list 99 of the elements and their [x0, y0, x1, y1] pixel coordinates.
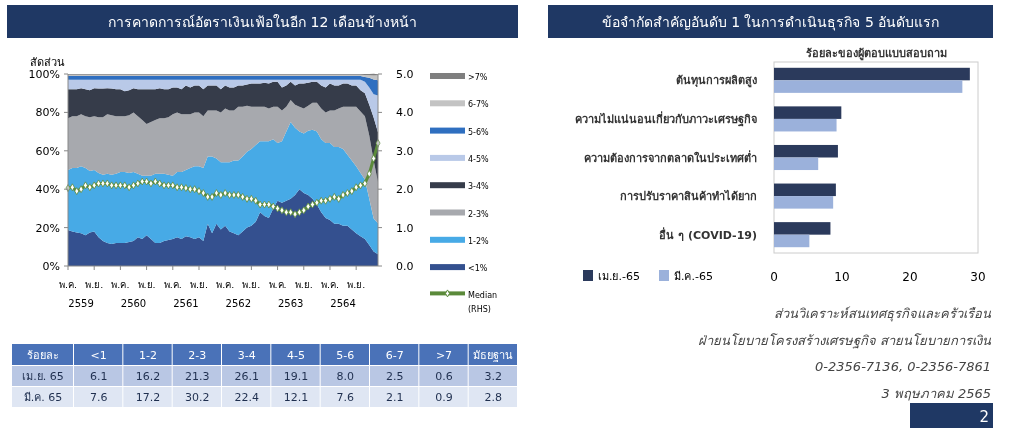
x-tick-label: >7: [435, 349, 453, 362]
y-tick-label: 100%: [28, 68, 60, 81]
data-label: 17.2: [135, 391, 161, 404]
y-tick-label: การปรับราคาสินค้าทำได้ยาก: [620, 189, 757, 204]
text: 2564: [330, 298, 356, 309]
y2-tick-label: 5.0: [396, 68, 414, 81]
legend-label: >7%: [468, 73, 488, 82]
legend-label: 4-5%: [468, 154, 490, 164]
y-tick-label: ความต้องการจากตลาดในประเทศต่ำ: [584, 149, 757, 165]
data-label: 2.5: [385, 370, 404, 383]
x-tick-label: พ.ค.: [58, 279, 78, 290]
x-tick-label: พ.ย.: [137, 279, 156, 290]
legend-label: <1%: [468, 264, 488, 274]
x-tick-label: พ.ย.: [85, 279, 104, 290]
legend-label: 1-2%: [468, 236, 490, 246]
x-tick-label: 5-6: [336, 349, 355, 362]
bar: [774, 118, 837, 132]
x-tick-label: 20: [902, 270, 918, 284]
data-label: 7.6: [89, 391, 108, 404]
data-label: 21.3: [185, 370, 210, 383]
x-tick-label: พ.ค.: [111, 279, 130, 290]
bar: [774, 144, 838, 158]
x-tick-label: 0: [770, 270, 778, 284]
text: 2560: [120, 298, 147, 309]
data-label: 6.1: [89, 370, 108, 383]
x-tick-label: 30: [970, 270, 986, 284]
legend-label: 3-4%: [468, 182, 490, 192]
data-label: 2.1: [385, 391, 404, 404]
x-axis-title: ร้อยละของผู้ตอบแบบสอบถาม: [805, 47, 947, 61]
legend-label: 6-7%: [468, 100, 490, 110]
y-tick-label: อื่น ๆ (COVID-19): [659, 226, 757, 242]
y2-tick-label: 0.0: [396, 260, 414, 273]
text: 2563: [277, 298, 304, 309]
chart-title: การคาดการณ์อัตราเงินเฟ้อในอีก 12 เดือนข้างหน้า: [108, 14, 417, 30]
data-label: 7.6: [336, 391, 355, 404]
text: 0-2356-7136, 0-2356-7861: [815, 359, 991, 374]
x-tick-label: พ.ย.: [347, 279, 366, 290]
x-tick-label: มัธยฐาน: [473, 349, 514, 362]
data-label: 22.4: [234, 391, 259, 404]
legend-label: มี.ค.-65: [674, 270, 713, 283]
y-tick-label: เม.ย. 65: [22, 370, 64, 383]
x-tick-label: พ.ย.: [242, 279, 261, 290]
bar: [774, 67, 970, 81]
x-tick-label: 6-7: [385, 349, 404, 362]
y-axis-title: สัดส่วน: [30, 56, 65, 69]
data-label: 8.0: [336, 370, 355, 383]
text: ส่วนวิเคราะห์สนเทศธุรกิจและครัวเรือน: [774, 306, 992, 322]
legend-label: 2-3%: [468, 209, 490, 219]
y-tick-label: 40%: [35, 183, 60, 197]
data-label: 2.8: [484, 391, 503, 404]
y-tick-label: 60%: [35, 144, 60, 158]
y-axis-title: ร้อยละ: [27, 349, 59, 362]
y-tick-label: มี.ค. 65: [23, 391, 63, 404]
data-label: 3.2: [484, 370, 503, 383]
legend-label: 5-6%: [468, 127, 490, 137]
bar: [774, 80, 963, 93]
y-tick-label: ความไม่แน่นอนเกี่ยวกับภาวะเศรษฐกิจ: [575, 110, 757, 127]
text: ฝ่ายนโยบายโครงสร้างเศรษฐกิจ สายนโยบายการเงิน: [697, 332, 992, 349]
text: 2562: [225, 298, 252, 309]
y-tick-label: ต้นทุนการผลิตสูง: [676, 74, 757, 89]
y-tick-label: 0%: [42, 260, 60, 273]
x-tick-label: พ.ย.: [294, 279, 313, 290]
y-tick-label: 20%: [35, 221, 60, 235]
text: 2: [979, 408, 989, 426]
bar: [774, 106, 842, 119]
legend-label: เม.ย.-65: [598, 270, 640, 283]
legend-label: Median (RHS): [468, 291, 498, 315]
data-label: 30.2: [185, 391, 210, 404]
bar: [774, 183, 836, 197]
data-label: 12.1: [283, 391, 309, 404]
x-tick-label: <1: [90, 349, 107, 362]
x-tick-label: พ.ค.: [163, 279, 182, 290]
data-label: 0.9: [435, 391, 453, 404]
x-tick-label: พ.ค.: [216, 279, 235, 290]
text: 2561: [173, 298, 199, 309]
y2-tick-label: 4.0: [396, 106, 414, 120]
x-tick-label: 2-3: [188, 349, 207, 362]
y2-tick-label: 2.0: [396, 183, 414, 197]
x-tick-label: 3-4: [237, 349, 256, 362]
x-tick-label: พ.ค.: [320, 279, 339, 290]
x-tick-label: 10: [834, 270, 850, 284]
chart-title: ข้อจำกัดสำคัญอันดับ 1 ในการดำเนินธุรกิจ 5 อันดับแรก: [601, 14, 940, 31]
x-tick-label: 4-5: [287, 349, 305, 362]
text: 2559: [68, 298, 94, 309]
x-tick-label: 1-2: [139, 349, 157, 362]
x-tick-label: พ.ค.: [268, 279, 287, 290]
data-label: 16.2: [135, 370, 161, 383]
y2-tick-label: 3.0: [396, 144, 414, 158]
data-label: 0.6: [435, 370, 453, 383]
y-tick-label: 80%: [35, 106, 60, 120]
bar: [774, 196, 834, 209]
x-tick-label: พ.ย.: [189, 279, 209, 290]
bar: [774, 222, 831, 235]
y2-tick-label: 1.0: [396, 221, 414, 235]
bar: [774, 234, 810, 248]
text: 3 พฤษภาคม 2565: [881, 385, 991, 401]
data-label: 19.1: [283, 370, 309, 383]
data-label: 26.1: [234, 370, 259, 383]
bar: [774, 157, 819, 171]
